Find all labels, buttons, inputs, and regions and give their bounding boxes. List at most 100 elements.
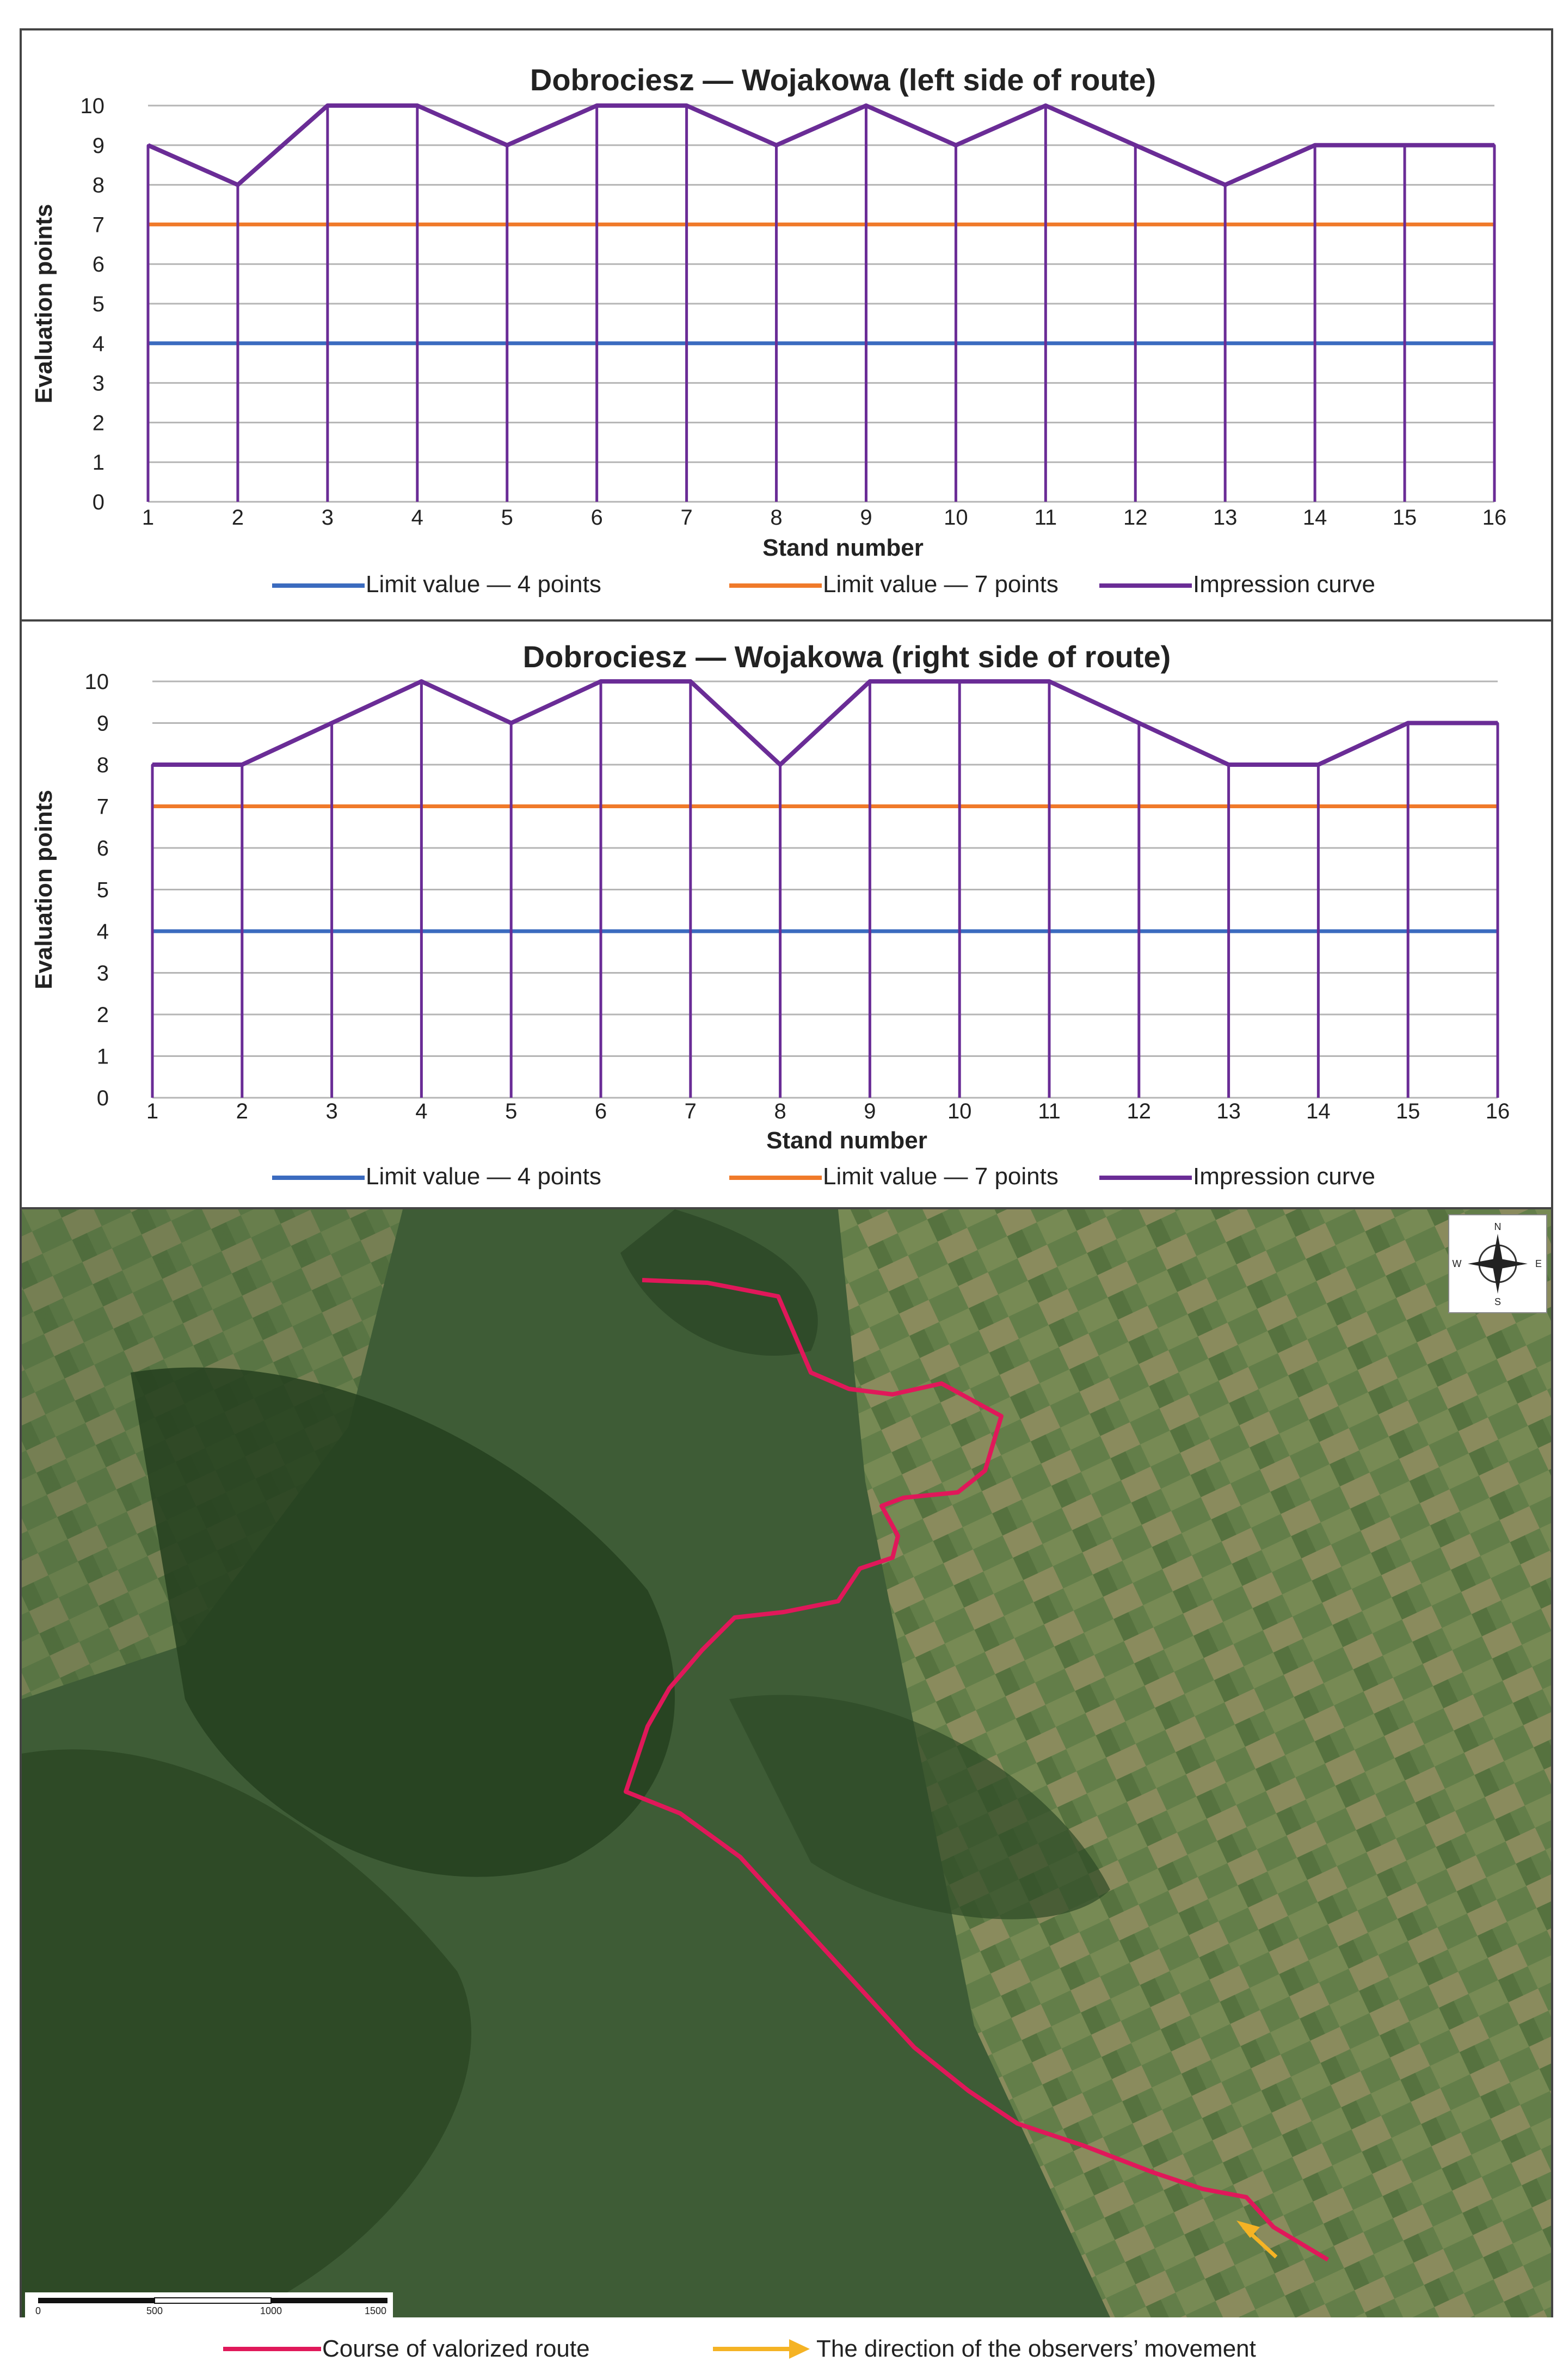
- x-tick-label: 8: [774, 1099, 786, 1123]
- legend-label: Impression curve: [1193, 1163, 1375, 1190]
- data-point: [958, 680, 961, 682]
- x-tick-label: 4: [411, 506, 423, 530]
- aerial-photo: N S W E 0 500 1000 1500: [22, 1209, 1551, 2317]
- legend-label: Limit value — 4 points: [366, 1163, 601, 1190]
- y-tick-label: 0: [97, 1086, 109, 1110]
- series-line: [152, 679, 1498, 767]
- data-point: [775, 144, 778, 146]
- x-tick-label: 9: [864, 1099, 876, 1123]
- data-point: [1317, 764, 1320, 766]
- aerial-map: N S W E 0 500 1000 1500: [20, 1209, 1553, 2317]
- direction-arrow-head: [1236, 2221, 1260, 2238]
- data-point: [1407, 722, 1410, 724]
- x-tick-label: 3: [322, 506, 334, 530]
- x-tick-label: 15: [1393, 506, 1417, 530]
- y-tick-label: 3: [97, 962, 109, 986]
- data-point: [330, 722, 333, 724]
- x-tick-label: 5: [505, 1099, 517, 1123]
- y-tick-label: 2: [97, 1003, 109, 1027]
- data-point: [506, 144, 508, 146]
- y-tick-label: 8: [97, 753, 109, 777]
- data-point: [595, 104, 598, 107]
- x-tick-label: 15: [1396, 1099, 1420, 1123]
- y-tick-label: 10: [81, 94, 105, 118]
- y-axis-label: Evaluation points: [30, 790, 57, 989]
- scale-bar: 0 500 1000 1500: [25, 2292, 393, 2317]
- scale-label: 0: [35, 2305, 41, 2316]
- data-point: [1134, 144, 1137, 146]
- chart-panel-right-side: 0 1 2 3 4 5 6 7 8 9 10 1 2 3 4 5 6 7 8 9 10 11 12 13 14 15 16 Dobro…: [20, 622, 1553, 1209]
- legend-label: Limit value — 7 points: [823, 571, 1059, 598]
- data-point: [1048, 680, 1050, 682]
- data-point: [779, 764, 782, 766]
- x-tick-label: 16: [1482, 506, 1507, 530]
- direction-legend-label: The direction of the observers’ movement: [816, 2335, 1256, 2362]
- scale-label: 1000: [260, 2305, 282, 2316]
- x-tick-label: 4: [415, 1099, 427, 1123]
- scale-label: 500: [146, 2305, 163, 2316]
- route-line: [624, 1278, 1330, 2262]
- y-tick-label: 1: [97, 1045, 109, 1069]
- forest-area: [729, 1695, 1110, 1920]
- data-point: [510, 722, 513, 724]
- x-tick-label: 7: [685, 1099, 697, 1123]
- x-tick-label: 10: [947, 1099, 972, 1123]
- route-legend-label: Course of valorized route: [322, 2335, 590, 2362]
- y-tick-label: 7: [93, 213, 104, 237]
- scale-label: 1500: [365, 2305, 386, 2316]
- x-tick-label: 2: [236, 1099, 248, 1123]
- y-tick-label: 6: [97, 837, 109, 860]
- forest-area: [620, 1209, 818, 1356]
- data-point: [1137, 722, 1140, 724]
- y-tick-label: 10: [85, 670, 109, 694]
- y-tick-label: 2: [93, 411, 104, 435]
- data-point: [236, 183, 239, 186]
- data-point: [1497, 722, 1499, 724]
- forest-area: [131, 1367, 675, 1877]
- data-point: [600, 680, 602, 682]
- series-line: [147, 103, 1494, 187]
- chart-title: Dobrociesz — Wojakowa (right side of rou…: [523, 639, 1171, 674]
- data-point: [147, 144, 149, 146]
- x-tick-label: 8: [770, 506, 782, 530]
- compass-east-label: E: [1535, 1258, 1542, 1269]
- y-tick-label: 4: [97, 920, 109, 944]
- data-point: [689, 680, 692, 682]
- x-tick-label: 16: [1486, 1099, 1510, 1123]
- x-tick-label: 13: [1216, 1099, 1241, 1123]
- data-point: [865, 104, 867, 107]
- x-tick-label: 5: [501, 506, 513, 530]
- y-tick-label: 6: [93, 253, 104, 276]
- chart-panel-left-side: 0 1 2 3 4 5 6 7 8 9 10 1 2 3 4 5 6 7 8 9 10 11 12 13 14 15 16 Dobro…: [20, 28, 1553, 622]
- y-axis-label: Evaluation points: [30, 204, 57, 404]
- y-tick-label: 5: [93, 292, 104, 316]
- x-tick-label: 12: [1127, 1099, 1152, 1123]
- data-point: [1314, 144, 1316, 146]
- y-tick-label: 7: [97, 795, 109, 819]
- x-tick-label: 11: [1035, 506, 1057, 530]
- data-point: [416, 104, 419, 107]
- legend-label: Impression curve: [1193, 571, 1375, 598]
- x-tick-label: 6: [591, 506, 603, 530]
- x-tick-label: 1: [142, 506, 154, 530]
- y-tick-label: 9: [97, 712, 109, 736]
- x-tick-label: 14: [1306, 1099, 1331, 1123]
- legend-label: Limit value — 4 points: [366, 571, 601, 598]
- data-point: [1493, 144, 1496, 146]
- direction-legend-arrowhead: [789, 2339, 810, 2359]
- data-point: [1227, 764, 1230, 766]
- data-point: [955, 144, 957, 146]
- y-tick-label: 0: [93, 490, 104, 514]
- compass-north-label: N: [1494, 1221, 1502, 1232]
- x-tick-label: 3: [325, 1099, 337, 1123]
- data-point: [1224, 183, 1227, 186]
- y-tick-label: 3: [93, 372, 104, 396]
- y-tick-label: 5: [97, 878, 109, 902]
- x-tick-label: 10: [944, 506, 968, 530]
- data-point: [326, 104, 329, 107]
- x-tick-label: 11: [1038, 1099, 1061, 1123]
- compass-rose: N S W E: [1448, 1214, 1547, 1313]
